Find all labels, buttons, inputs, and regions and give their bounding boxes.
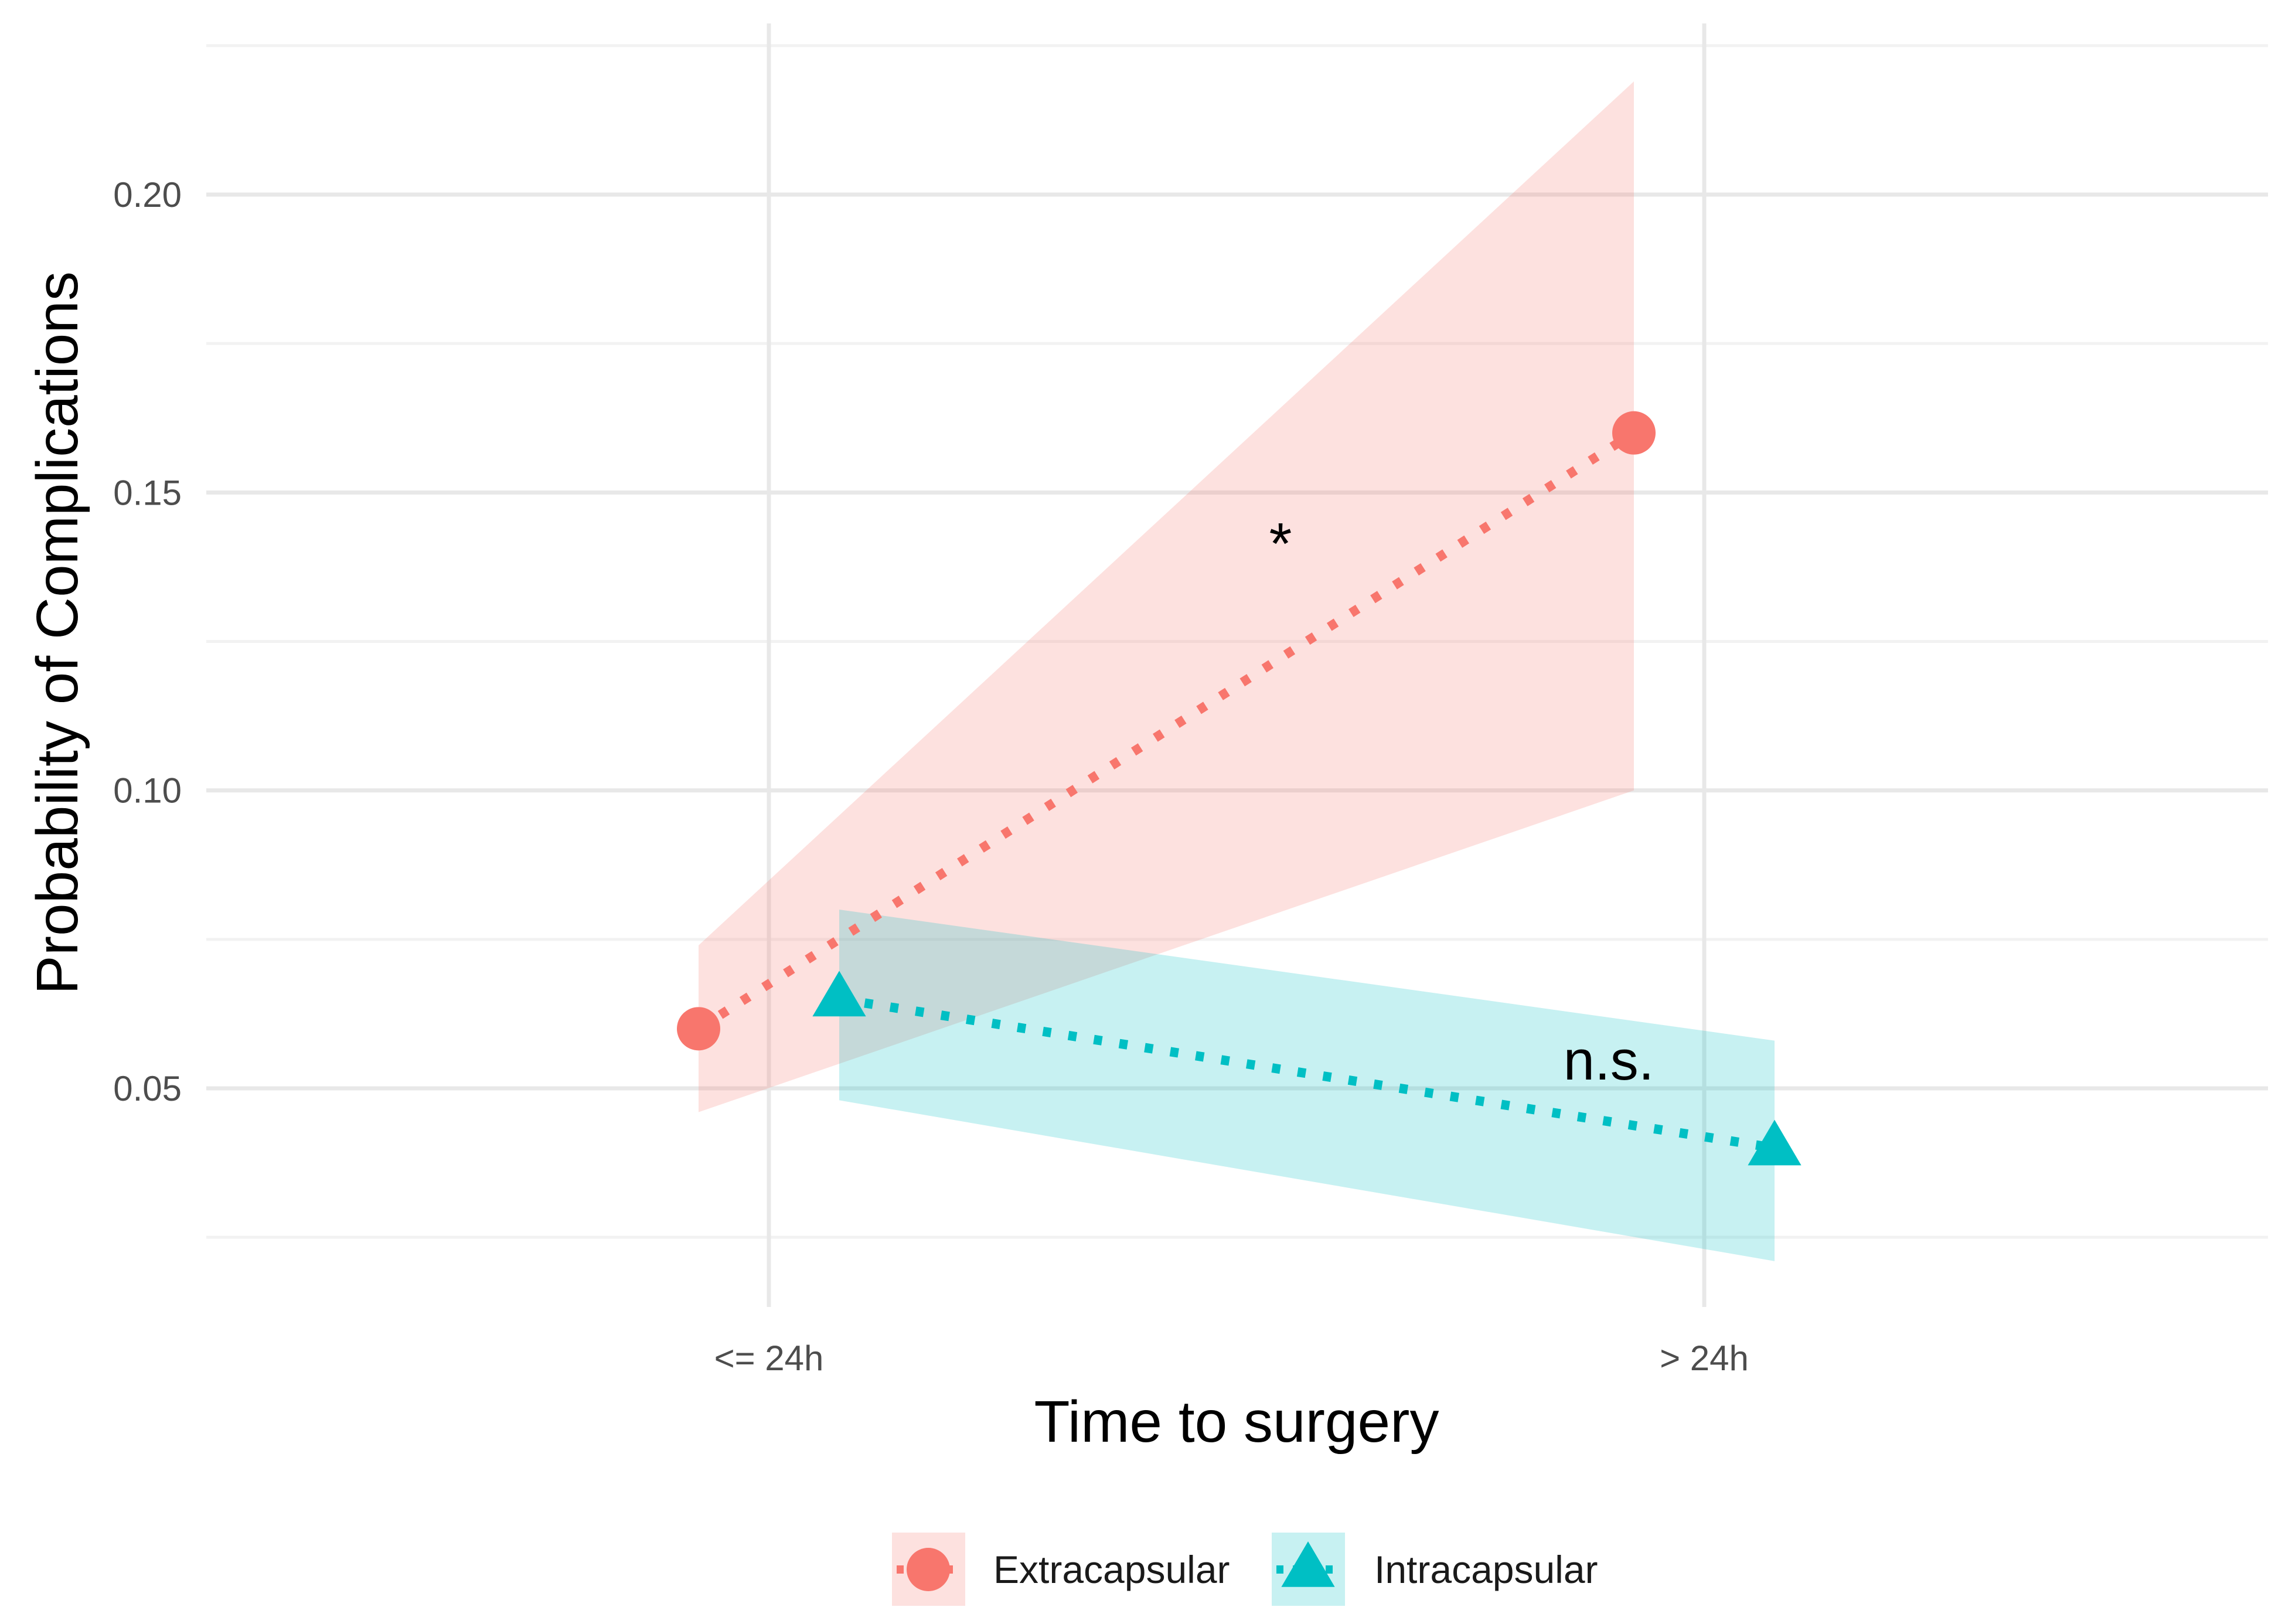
y-axis-title: Probability of Complications [25, 271, 90, 995]
y-axis-ticks: 0.05 0.10 0.15 0.20 [113, 175, 182, 1108]
legend-label-intracapsular: Intracapsular [1374, 1548, 1598, 1591]
point-intracapsular-0 [812, 971, 866, 1017]
y-tick-label-0: 0.05 [113, 1069, 182, 1108]
annotation-star: * [1269, 511, 1292, 577]
series-lines [696, 428, 1776, 1153]
ci-band-intracapsular [839, 910, 1775, 1261]
x-tick-label-1: > 24h [1660, 1339, 1749, 1378]
series-points [677, 411, 1802, 1166]
y-tick-label-2: 0.15 [113, 473, 182, 512]
x-axis-title: Time to surgery [1034, 1389, 1439, 1455]
point-extracapsular-0 [677, 1007, 720, 1051]
confidence-bands [699, 81, 1775, 1261]
line-intracapsular [838, 994, 1776, 1153]
y-tick-label-1: 0.10 [113, 771, 182, 811]
point-extracapsular-1 [1612, 411, 1656, 455]
legend-key-marker-intracapsular [1281, 1541, 1335, 1587]
x-tick-label-0: <= 24h [714, 1339, 824, 1378]
annotations: * n.s. [1269, 511, 1654, 1092]
legend: Extracapsular Intracapsular [892, 1533, 1598, 1606]
annotation-ns: n.s. [1564, 1029, 1654, 1092]
x-axis-ticks: <= 24h > 24h [714, 1339, 1749, 1378]
legend-label-extracapsular: Extracapsular [993, 1548, 1230, 1591]
y-tick-label-3: 0.20 [113, 175, 182, 215]
point-intracapsular-1 [1748, 1119, 1802, 1166]
major-gridlines [206, 23, 2268, 1307]
line-extracapsular [696, 428, 1637, 1033]
legend-key-marker-extracapsular [907, 1548, 950, 1591]
minor-gridlines [206, 44, 2268, 1239]
ci-band-extracapsular [699, 81, 1634, 1112]
